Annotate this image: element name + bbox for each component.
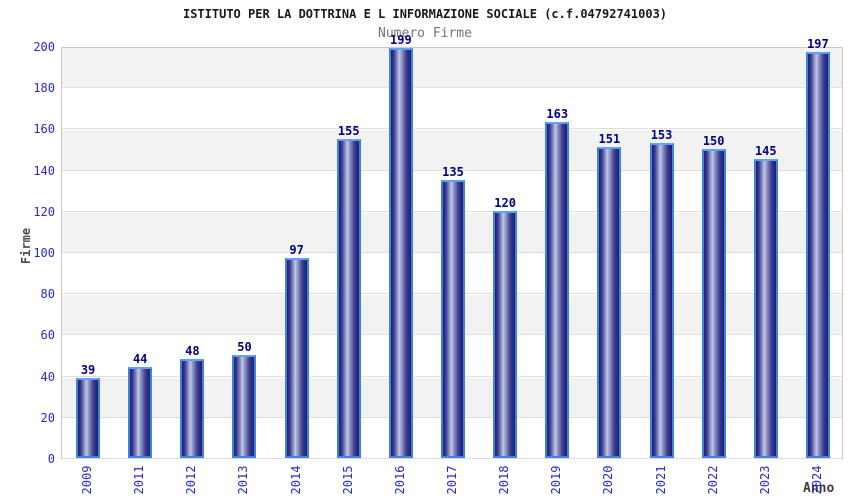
bar-value-label: 155	[337, 123, 360, 138]
x-tick-label: 2018	[497, 465, 512, 495]
bar-value-label: 163	[546, 107, 569, 122]
bar-value-label: 199	[390, 33, 412, 48]
y-tick-label: 0	[47, 452, 55, 466]
bar-value-label: 120	[494, 195, 516, 210]
x-tick-label: 2012	[184, 465, 199, 495]
bar-2009	[76, 377, 101, 458]
bar-2015	[336, 138, 361, 458]
bar-2016	[388, 48, 413, 458]
y-tick-label: 40	[40, 369, 55, 384]
x-tick-label: 2011	[132, 465, 147, 495]
bar-2023	[753, 159, 778, 458]
bar-value-label: 150	[702, 134, 725, 148]
y-tick-label: 140	[33, 163, 55, 178]
x-tick-label: 2015	[340, 465, 355, 495]
bar-2024	[805, 52, 830, 458]
bar-2011	[128, 367, 153, 458]
x-tick-label: 2009	[80, 465, 95, 495]
bar-value-label: 151	[598, 131, 621, 146]
bar-2021	[649, 142, 674, 458]
bar-value-label: 197	[807, 37, 829, 52]
y-tick-label: 120	[33, 204, 55, 219]
x-axis-title: Anno	[803, 481, 835, 496]
x-tick-label: 2013	[236, 465, 251, 495]
bar-2018	[493, 210, 518, 458]
x-tick-label: 2014	[288, 465, 303, 495]
bar-2022	[701, 149, 726, 458]
bar-2017	[441, 179, 465, 458]
y-tick-label: 80	[40, 287, 55, 302]
bar-value-label: 39	[80, 362, 96, 377]
x-tick-label: 2019	[549, 465, 564, 495]
bar-value-label: 153	[650, 127, 673, 142]
bar-value-label: 145	[754, 144, 777, 159]
bar-2019	[545, 122, 570, 458]
x-tick-label: 2020	[601, 465, 616, 495]
y-tick-label: 60	[40, 328, 55, 343]
grid-band	[62, 48, 842, 89]
x-tick-label: 2017	[445, 465, 459, 495]
x-tick-label: 2016	[392, 465, 407, 495]
bar-value-label: 48	[185, 344, 200, 359]
bar-value-label: 135	[442, 164, 464, 179]
y-tick-label: 200	[33, 40, 55, 54]
x-tick-label: 2024	[809, 465, 824, 495]
bar-value-label: 50	[237, 340, 252, 354]
bar-2012	[180, 359, 205, 458]
x-tick-label: 2023	[757, 465, 772, 495]
y-tick-label: 20	[40, 410, 55, 425]
bar-2013	[232, 355, 257, 458]
x-tick-label: 2022	[705, 465, 720, 495]
grid-band	[62, 89, 842, 130]
y-tick-label: 100	[33, 246, 55, 260]
y-tick-label: 180	[33, 81, 55, 96]
bar-2020	[597, 146, 622, 458]
y-tick-label: 160	[33, 122, 55, 137]
bar-2014	[284, 258, 309, 458]
chart-title: ISTITUTO PER LA DOTTRINA E L INFORMAZION…	[182, 7, 668, 21]
chart-subtitle: Numero Firme	[378, 26, 472, 41]
bar-value-label: 97	[289, 243, 304, 258]
x-tick-label: 2021	[653, 465, 668, 495]
plot-area: 39 44 48 50 97 155 199 135 120 163 151 153 150 145 197	[61, 33, 843, 459]
bar-value-label: 44	[132, 352, 148, 367]
